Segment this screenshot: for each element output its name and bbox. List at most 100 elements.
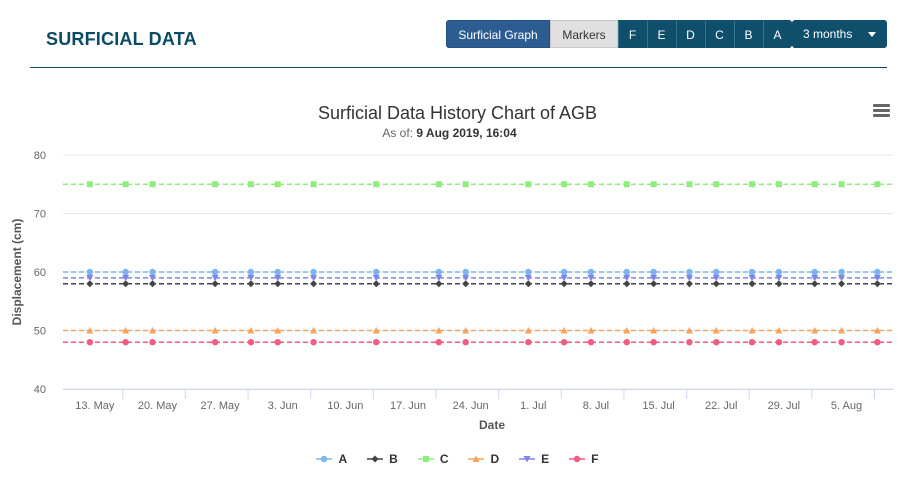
subtitle-date: 9 Aug 2019, 16:04: [416, 126, 517, 140]
x-tick-label: 10. Jun: [327, 400, 363, 412]
legend-item-f[interactable]: F: [569, 452, 599, 466]
x-tick-label: 22. Jul: [705, 400, 737, 412]
data-point: [873, 280, 881, 288]
legend-label: B: [389, 452, 398, 466]
legend-label: D: [490, 452, 500, 466]
data-point: [310, 268, 317, 276]
series-a: [63, 268, 893, 276]
data-point: [462, 268, 469, 276]
data-point: [713, 268, 720, 276]
surficial-graph-button[interactable]: Surficial Graph: [446, 20, 550, 48]
data-point: [247, 327, 255, 334]
data-point: [122, 280, 130, 288]
legend-marker: [573, 455, 581, 463]
data-point: [874, 181, 881, 188]
time-range-label: 3 months: [803, 27, 853, 41]
data-point: [211, 268, 219, 276]
data-point: [247, 268, 255, 276]
data-point: [560, 274, 568, 282]
data-point: [462, 327, 470, 334]
legend-symbol-icon: [468, 455, 485, 462]
data-point: [811, 274, 819, 282]
series-f: [63, 339, 893, 346]
data-point: [587, 274, 595, 282]
legend-symbol-icon: [316, 455, 333, 463]
data-point: [587, 280, 595, 288]
data-point: [524, 274, 532, 282]
marker-c-button[interactable]: C: [705, 20, 734, 48]
data-point: [623, 274, 631, 282]
data-point: [811, 327, 819, 334]
data-point: [560, 339, 568, 346]
legend-symbol-icon: [367, 455, 384, 463]
legend-symbol-icon: [519, 456, 536, 463]
data-point: [211, 327, 219, 334]
data-point: [148, 327, 156, 334]
data-point: [748, 268, 756, 276]
data-point: [873, 327, 881, 334]
data-point: [149, 181, 156, 188]
data-point: [435, 181, 442, 188]
legend-item-d[interactable]: D: [468, 452, 499, 466]
data-point: [748, 280, 756, 288]
legend-item-c[interactable]: C: [417, 452, 448, 466]
legend-item-a[interactable]: A: [316, 452, 347, 466]
data-point: [561, 181, 568, 188]
data-point: [148, 274, 156, 282]
caret-down-icon: [868, 32, 876, 37]
data-point: [122, 268, 129, 276]
data-point: [211, 274, 219, 282]
data-point: [372, 274, 380, 282]
marker-a-button[interactable]: A: [763, 20, 792, 48]
chart-legend: A B C D E F: [0, 452, 915, 466]
data-point: [373, 181, 380, 188]
data-point: [435, 339, 443, 346]
time-range-dropdown[interactable]: 3 months: [792, 20, 887, 48]
data-point: [462, 181, 469, 188]
marker-f-button[interactable]: F: [618, 20, 647, 48]
data-point: [211, 280, 219, 288]
view-button-group: Surficial Graph Markers F E D C B A: [446, 20, 792, 48]
marker-d-button[interactable]: D: [676, 20, 705, 48]
x-tick-label: 3. Jun: [268, 400, 298, 412]
data-point: [587, 268, 595, 276]
markers-button[interactable]: Markers: [550, 20, 618, 48]
series-d: [63, 327, 893, 334]
data-point: [310, 339, 317, 346]
data-point: [873, 274, 881, 282]
y-tick-label: 80: [34, 150, 46, 162]
legend-label: E: [541, 452, 550, 466]
hamburger-menu-icon[interactable]: [873, 104, 890, 118]
data-point: [247, 181, 254, 188]
data-point: [149, 339, 156, 346]
data-point: [686, 339, 693, 346]
data-point: [713, 339, 720, 346]
marker-b-button[interactable]: B: [734, 20, 763, 48]
series-c: [63, 181, 893, 188]
legend-item-e[interactable]: E: [519, 452, 549, 466]
data-point: [775, 327, 783, 334]
data-point: [838, 268, 845, 276]
data-point: [713, 181, 720, 188]
legend-marker: [371, 455, 379, 463]
data-point: [247, 339, 255, 346]
x-tick-label: 8. Jul: [583, 400, 609, 412]
legend-item-b[interactable]: B: [367, 452, 398, 466]
data-point: [247, 280, 255, 288]
x-axis-title: Date: [479, 418, 505, 432]
data-point: [373, 268, 380, 276]
data-point: [247, 274, 255, 282]
data-point: [435, 268, 443, 276]
marker-e-button[interactable]: E: [647, 20, 676, 48]
x-tick-label: 29. Jul: [768, 400, 800, 412]
data-point: [122, 327, 130, 334]
legend-symbol-icon: [569, 455, 586, 463]
y-tick-label: 70: [34, 209, 46, 221]
data-point: [86, 327, 94, 334]
data-point: [623, 339, 630, 346]
data-point: [587, 327, 595, 334]
x-tick-label: 13. May: [75, 400, 115, 412]
data-point: [686, 181, 693, 188]
data-point: [211, 339, 219, 346]
